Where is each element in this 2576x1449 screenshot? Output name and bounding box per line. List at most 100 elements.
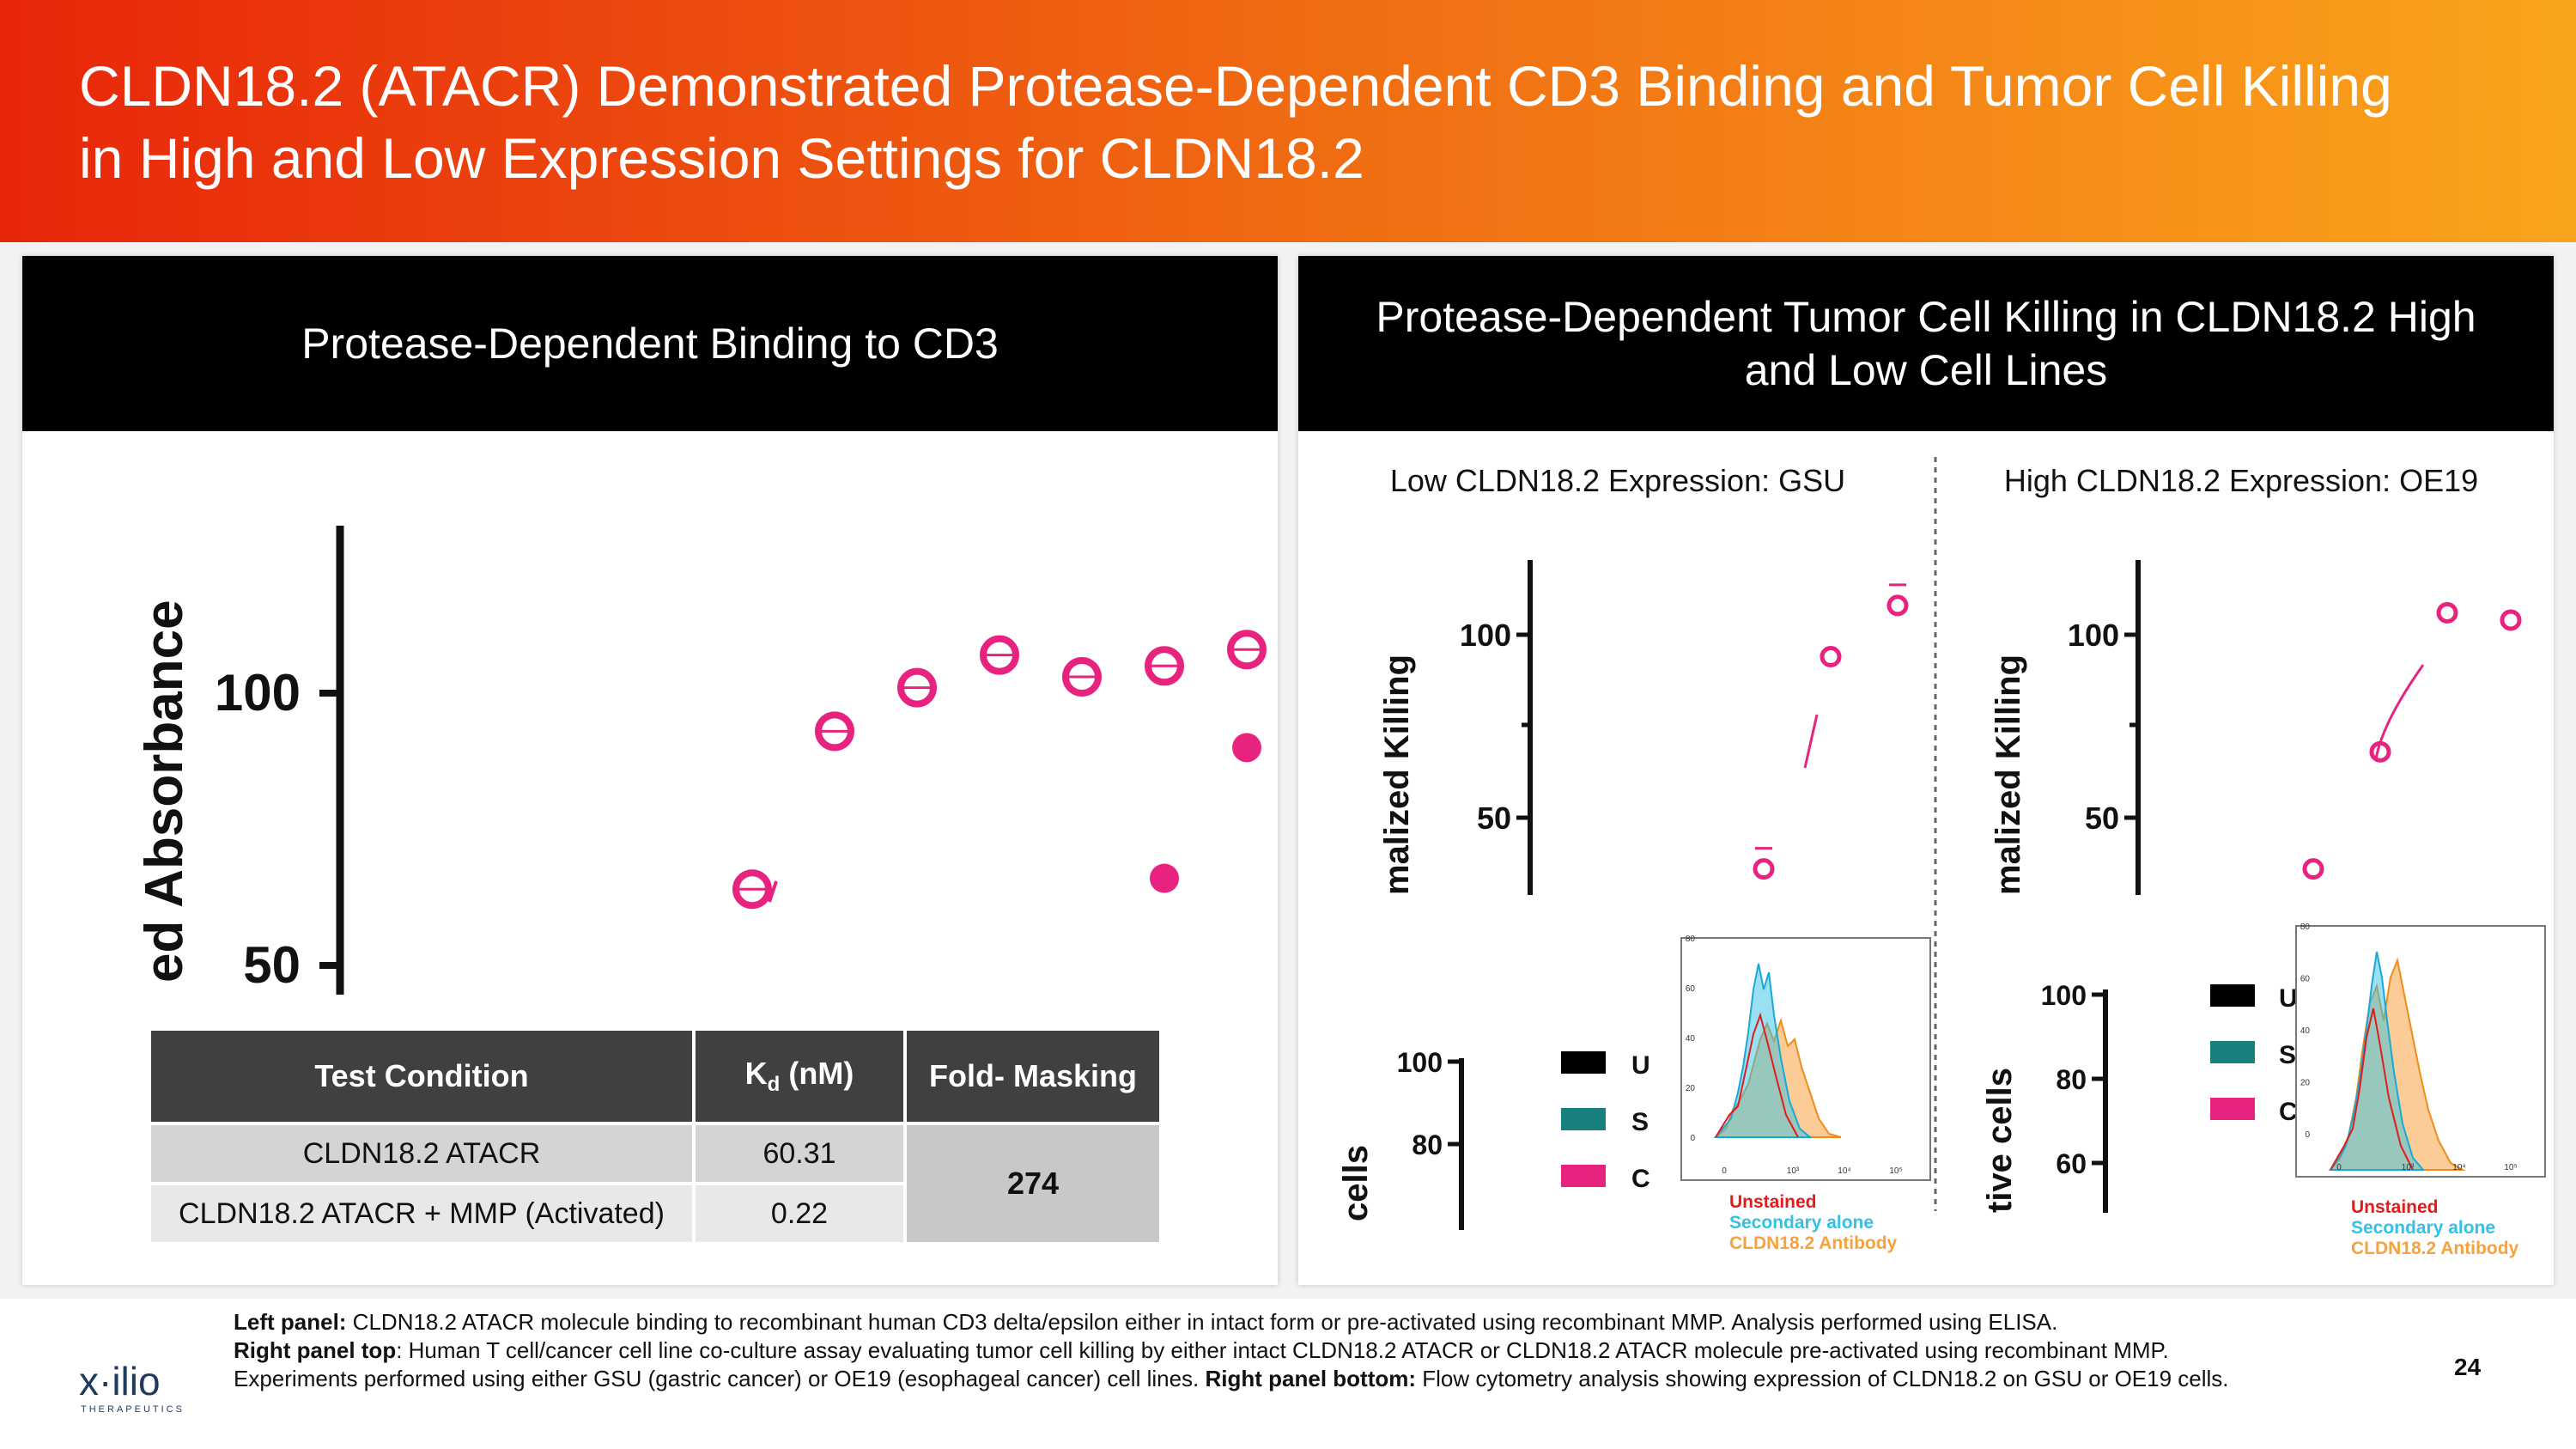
header-kd: Kd (nM) (696, 1031, 903, 1122)
binding-activated-point (1062, 656, 1102, 697)
oe19-flow-y-tick-label: 40 (2300, 1026, 2311, 1036)
footnote-right-bottom-text: Flow cytometry analysis showing expressi… (1416, 1366, 2229, 1391)
oe19-flow-x-tick-label: 10³ (2402, 1163, 2415, 1172)
row-kd: 60.31 (696, 1125, 903, 1182)
gsu-flow-legend-unstained: Unstained (1729, 1192, 1817, 1212)
gsu-y-label: malized Killing (1378, 654, 1416, 895)
oe19-flow-x-tick-label: 10⁵ (2504, 1163, 2517, 1172)
footnote-right-bottom-label: Right panel bottom: (1199, 1366, 1417, 1391)
gsu-flow-y-tick-label: 0 (1690, 1134, 1695, 1143)
oe19-legend-letter-1: U (2279, 984, 2298, 1013)
gsu-tick-label-100: 100 (1460, 618, 1511, 653)
row-kd: 0.22 (696, 1185, 903, 1242)
oe19-flow-y-tick-label: 0 (2305, 1130, 2310, 1140)
oe19-killing-point (2436, 601, 2458, 624)
binding-points (732, 630, 1267, 910)
oe19-fit-curve (2374, 664, 2425, 760)
oe19-flow-legend-antibody: CLDN18.2 Antibody (2351, 1239, 2519, 1258)
oe19-flow-x-tick-label: 10⁴ (2452, 1163, 2465, 1172)
gsu-legend-swatch-unstained (1561, 1051, 1606, 1074)
oe19-killing-point (2369, 740, 2391, 763)
footnote-right-top-text: : Human T cell/cancer cell line co-cultu… (234, 1337, 2169, 1391)
oe19-flow-unstained-line (2330, 1008, 2414, 1171)
right-heading-line-1: Protease-Dependent Tumor Cell Killing in… (1376, 293, 2476, 341)
oe19-tick-label-100: 100 (2068, 618, 2119, 653)
table-row: CLDN18.2 ATACR + MMP (Activated) 0.22 (151, 1185, 1159, 1242)
binding-activated-point (897, 667, 937, 708)
gsu-flow-x-tick-label: 10⁵ (1889, 1166, 1902, 1176)
gsu-flow-unstained-line (1715, 1012, 1799, 1138)
binding-activated-point (980, 635, 1019, 675)
oe19-flow-y-tick-label: 20 (2300, 1079, 2311, 1088)
gsu-flow-x-tick-label: 10³ (1787, 1166, 1800, 1176)
gsu-flow-y-ticks: 0 20 40 60 80 (1686, 935, 1696, 1143)
oe19-flow-y-tick-label: 80 (2300, 922, 2311, 932)
gsu-legend-letter-3: C (1631, 1165, 1650, 1193)
oe19-flow-y-tick-label: 60 (2300, 975, 2311, 984)
gsu-flow-secondary-area (1713, 963, 1813, 1138)
header-fold-masking: Fold- Masking (907, 1031, 1159, 1122)
binding-tick-label-50: 50 (243, 936, 301, 994)
left-panel-heading-text: Protease-Dependent Binding to CD3 (301, 320, 999, 368)
oe19-killing-point (2302, 858, 2324, 880)
binding-intact-point (1150, 863, 1179, 893)
logo-wordmark: x·ilio (79, 1359, 161, 1403)
oe19-legend-letter-3: C (2279, 1098, 2298, 1126)
binding-tick-label-100: 100 (215, 664, 301, 721)
gsu-bar-tick-label-80: 80 (1412, 1129, 1443, 1160)
header-kd-unit: (nM) (780, 1055, 854, 1091)
gsu-flow-y-tick-label: 40 (1686, 1034, 1696, 1044)
oe19-y-label: malized Killing (1990, 654, 2027, 895)
oe19-legend-swatch-unstained (2210, 984, 2255, 1007)
gsu-flow-y-tick-label: 20 (1686, 1084, 1696, 1093)
oe19-legend-letter-2: S (2279, 1041, 2296, 1069)
gsu-killing-point (1886, 594, 1909, 617)
left-panel-heading: Protease-Dependent Binding to CD3 (22, 256, 1278, 431)
oe19-bar-tick-label-100: 100 (2041, 980, 2087, 1011)
gsu-flow-y-tick-label: 60 (1686, 984, 1696, 994)
footnote-left-text: CLDN18.2 ATACR molecule binding to recom… (346, 1309, 2058, 1335)
gsu-legend-letter-2: S (1631, 1108, 1649, 1136)
gsu-flow-y-tick-label: 80 (1686, 935, 1696, 944)
gsu-bar-tick-label-100: 100 (1397, 1047, 1443, 1078)
right-panel-heading: Protease-Dependent Tumor Cell Killing in… (1298, 256, 2554, 431)
gsu-points (1753, 583, 1909, 880)
gsu-flow-frame (1680, 937, 1931, 1181)
gsu-flow-legend-secondary: Secondary alone (1729, 1213, 1874, 1233)
kd-table: Test Condition Kd (nM) Fold- Masking CLD… (148, 1027, 1163, 1245)
row-condition: CLDN18.2 ATACR + MMP (Activated) (151, 1185, 692, 1242)
gsu-tick-label-50: 50 (1477, 801, 1511, 836)
gsu-fit-curve (1803, 714, 1819, 769)
footnote-left-label: Left panel: (234, 1309, 347, 1335)
oe19-tick-label-50: 50 (2085, 801, 2119, 836)
oe19-flow-x-ticks: 0 10³ 10⁴ 10⁵ (2336, 1163, 2517, 1172)
footnote-right-top-label: Right panel top (234, 1337, 397, 1363)
gsu-legend-swatch-secondary (1561, 1108, 1606, 1130)
table-row: CLDN18.2 ATACR 60.31 274 (151, 1125, 1159, 1242)
header-kd-subscript: d (767, 1073, 781, 1097)
footnote: Left panel: CLDN18.2 ATACR molecule bind… (234, 1308, 2260, 1393)
gsu-flow-x-tick-label: 10⁴ (1838, 1166, 1850, 1176)
binding-activated-point (815, 711, 854, 752)
gsu-killing-point (1753, 858, 1775, 880)
binding-activated-point (1227, 630, 1267, 670)
low-expression-title: Low CLDN18.2 Expression: GSU (1390, 463, 1845, 498)
title-line-2: in High and Low Expression Settings for … (79, 126, 1364, 190)
oe19-legend-swatch-secondary (2210, 1041, 2255, 1063)
slide-title: CLDN18.2 (ATACR) Demonstrated Protease-D… (79, 50, 2552, 194)
gsu-legend-swatch-antibody (1561, 1165, 1606, 1187)
killing-charts: Low CLDN18.2 Expression: GSU High CLDN18… (1337, 457, 2546, 1258)
binding-y-label: ed Absorbance (135, 600, 194, 983)
gsu-flow-x-tick-label: 0 (1722, 1166, 1727, 1176)
oe19-bar-tick-label-60: 60 (2056, 1148, 2087, 1179)
binding-intact-point (1232, 733, 1261, 763)
binding-activated-point (732, 869, 772, 910)
gsu-flow-x-ticks: 0 10³ 10⁴ 10⁵ (1722, 1166, 1902, 1176)
oe19-flow-x-tick-label: 0 (2336, 1163, 2342, 1172)
binding-activated-point (1145, 646, 1184, 686)
oe19-points (2302, 601, 2522, 880)
binding-chart: ed Absorbance 100 50 (135, 526, 1267, 995)
oe19-bar-y-label: tive cells (1981, 1068, 2019, 1213)
gsu-killing-point (1820, 646, 1842, 668)
fold-masking-value: 274 (907, 1125, 1159, 1242)
